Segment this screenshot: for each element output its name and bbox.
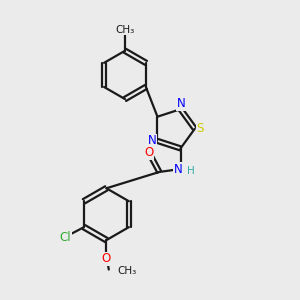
- Text: N: N: [177, 98, 185, 110]
- Text: H: H: [187, 167, 195, 176]
- Text: S: S: [196, 122, 204, 135]
- Text: N: N: [174, 163, 182, 176]
- Text: Cl: Cl: [59, 231, 71, 244]
- Text: CH₃: CH₃: [118, 266, 137, 276]
- Text: O: O: [102, 252, 111, 266]
- Text: N: N: [148, 134, 157, 147]
- Text: O: O: [144, 146, 153, 159]
- Text: CH₃: CH₃: [115, 25, 135, 34]
